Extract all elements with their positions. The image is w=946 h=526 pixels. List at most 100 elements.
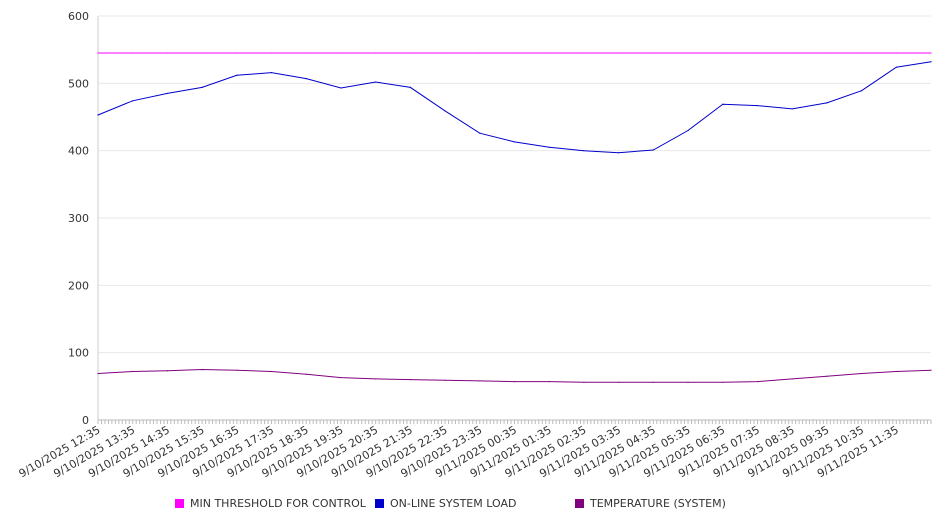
- data-point: [513, 381, 516, 383]
- legend-item-temperature: TEMPERATURE (SYSTEM): [575, 497, 726, 510]
- data-point: [409, 52, 411, 54]
- data-point: [791, 378, 793, 380]
- data-point: [791, 108, 793, 110]
- data-point: [791, 52, 793, 54]
- data-point: [201, 368, 203, 371]
- legend-swatch-min-threshold: [175, 499, 184, 508]
- data-point: [270, 52, 273, 54]
- x-axis-tick-labels: 9/10/2025 12:359/10/2025 13:359/10/2025 …: [17, 423, 901, 480]
- data-point: [444, 379, 446, 381]
- data-point: [930, 52, 932, 54]
- data-point: [722, 381, 724, 383]
- data-point: [305, 78, 307, 80]
- data-point: [409, 379, 411, 381]
- y-tick-label: 100: [68, 347, 89, 360]
- data-point: [895, 370, 897, 373]
- data-point: [444, 52, 446, 54]
- data-point: [548, 52, 550, 54]
- data-point: [618, 381, 620, 383]
- line-chart: 0 100 200 300 400 500 600 9/10/2025 12:359/10/…: [17, 10, 932, 480]
- data-point: [305, 373, 307, 375]
- data-point: [583, 381, 585, 383]
- data-point: [513, 141, 516, 143]
- data-point: [201, 52, 203, 54]
- chart-legend: MIN THRESHOLD FOR CONTROL ON-LINE SYSTEM…: [0, 497, 946, 517]
- data-point: [166, 52, 169, 54]
- data-point: [652, 381, 654, 383]
- data-point: [722, 52, 724, 54]
- data-point: [270, 71, 273, 74]
- data-point: [409, 86, 411, 88]
- legend-item-min-threshold: MIN THRESHOLD FOR CONTROL: [175, 497, 366, 510]
- legend-swatch-system-load: [375, 499, 384, 508]
- data-point: [652, 52, 654, 54]
- data-point: [132, 100, 134, 102]
- data-point: [201, 86, 203, 88]
- data-point: [548, 381, 550, 383]
- data-point: [756, 52, 759, 54]
- y-tick-label: 0: [82, 414, 89, 427]
- data-point: [930, 369, 932, 371]
- axes: [97, 16, 932, 424]
- data-point: [236, 369, 238, 371]
- data-point: [340, 87, 342, 89]
- data-point: [479, 380, 481, 382]
- data-point: [375, 52, 377, 54]
- data-point: [340, 52, 342, 54]
- data-point: [652, 149, 654, 151]
- data-point: [305, 52, 307, 54]
- data-point: [860, 90, 863, 92]
- y-tick-label: 300: [68, 212, 89, 225]
- data-point: [756, 381, 759, 383]
- legend-label-system-load: ON-LINE SYSTEM LOAD: [390, 497, 517, 510]
- data-point: [236, 74, 238, 76]
- y-tick-label: 500: [68, 77, 89, 90]
- data-point: [687, 52, 689, 54]
- data-point: [97, 372, 99, 375]
- data-point: [930, 61, 932, 63]
- data-point: [513, 52, 516, 54]
- legend-swatch-temperature: [575, 499, 584, 508]
- data-point: [166, 370, 169, 372]
- data-point: [340, 376, 342, 379]
- data-point: [583, 52, 585, 54]
- series-line-2: [97, 368, 932, 383]
- data-point: [860, 372, 863, 375]
- data-point: [479, 132, 481, 134]
- data-point: [618, 52, 620, 54]
- data-point: [236, 52, 238, 54]
- data-point: [826, 102, 828, 104]
- data-point: [618, 152, 620, 154]
- data-point: [895, 52, 897, 54]
- data-point: [687, 129, 689, 132]
- data-point: [687, 381, 689, 383]
- data-point: [444, 110, 446, 112]
- data-point: [895, 66, 897, 68]
- data-point: [756, 104, 759, 107]
- data-point: [479, 52, 481, 54]
- data-point: [132, 52, 134, 54]
- grid-lines: [98, 15, 931, 354]
- data-point: [826, 375, 828, 377]
- data-point: [548, 146, 550, 148]
- y-tick-label: 400: [68, 145, 89, 158]
- data-point: [97, 52, 99, 54]
- y-tick-label: 200: [68, 279, 89, 292]
- data-point: [826, 52, 828, 54]
- data-point: [722, 103, 724, 105]
- legend-label-temperature: TEMPERATURE (SYSTEM): [590, 497, 726, 510]
- data-point: [166, 92, 169, 95]
- legend-label-min-threshold: MIN THRESHOLD FOR CONTROL: [190, 497, 366, 510]
- data-point: [270, 370, 273, 373]
- data-point: [583, 150, 585, 152]
- data-point: [375, 81, 377, 83]
- legend-item-system-load: ON-LINE SYSTEM LOAD: [375, 497, 516, 510]
- y-tick-label: 600: [68, 10, 89, 23]
- data-point: [97, 114, 99, 116]
- data-point: [860, 52, 863, 54]
- series-lines: [97, 52, 932, 383]
- data-point: [375, 378, 377, 380]
- y-axis-tick-labels: 0 100 200 300 400 500 600: [68, 10, 89, 427]
- series-line-1: [97, 61, 932, 154]
